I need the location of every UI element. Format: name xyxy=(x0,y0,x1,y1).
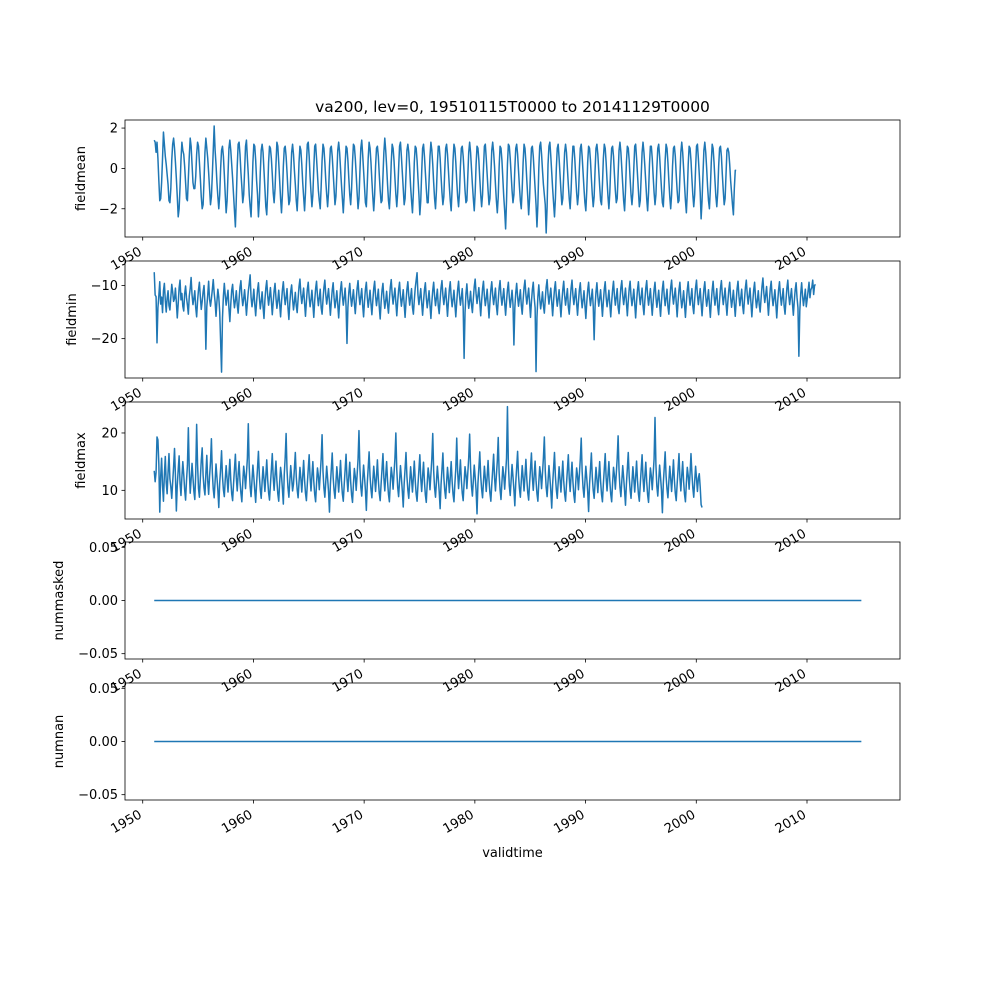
y-axis-label-fieldmean: fieldmean xyxy=(74,146,89,211)
fieldmax-series-line xyxy=(153,405,703,515)
fieldmin-axes-frame xyxy=(124,260,901,379)
fieldmean-ytick-label: 2 xyxy=(110,122,118,137)
y-axis-label-numnan: numnan xyxy=(52,715,67,769)
x-axis-label: validtime xyxy=(482,846,543,861)
numnan-ytick-label: −0.05 xyxy=(78,788,118,803)
nummasked-ytick-label: 0.00 xyxy=(89,594,118,609)
fieldmean-series-line xyxy=(153,125,737,234)
fieldmean-axes-frame xyxy=(124,119,901,238)
fieldmax-ytick-label: 20 xyxy=(101,426,118,441)
fieldmax-axes-frame xyxy=(124,401,901,520)
numnan-ytick-label: 0.00 xyxy=(89,735,118,750)
y-axis-label-nummasked: nummasked xyxy=(52,561,67,641)
y-axis-label-fieldmax: fieldmax xyxy=(74,432,89,489)
fieldmax-ytick-label: 10 xyxy=(101,484,118,499)
fieldmean-ytick-label: −2 xyxy=(99,202,118,217)
figure-title: va200, lev=0, 19510115T0000 to 20141129T… xyxy=(315,98,710,116)
numnan-ytick-label: 0.05 xyxy=(89,682,118,697)
fieldmin-ytick-label: −10 xyxy=(91,279,118,294)
nummasked-ytick-label: 0.05 xyxy=(89,541,118,556)
fieldmean-ytick-label: 0 xyxy=(110,162,118,177)
fieldmin-series-line xyxy=(153,271,817,373)
fieldmin-ytick-label: −20 xyxy=(91,332,118,347)
y-axis-label-fieldmin: fieldmin xyxy=(65,293,80,346)
nummasked-ytick-label: −0.05 xyxy=(78,647,118,662)
